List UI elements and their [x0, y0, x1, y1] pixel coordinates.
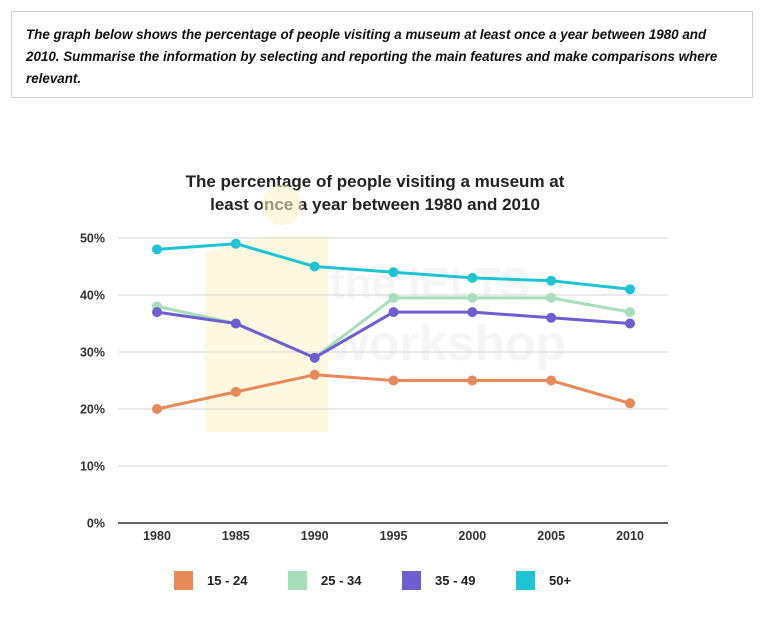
legend-swatch-35-49: [402, 570, 421, 590]
point-35-49-1990: [309, 352, 320, 363]
point-35-49-2000: [467, 307, 478, 318]
point-35-49-2010: [625, 318, 635, 329]
y-tick-label-20: 20%: [80, 403, 105, 417]
legend-swatch-15-24: [174, 570, 193, 590]
point-50-1990: [309, 261, 320, 272]
legend-item-50: 50+: [516, 568, 571, 592]
point-50-1980: [152, 244, 162, 255]
point-50-2005: [546, 275, 557, 286]
legend-label-15-24: 15 - 24: [207, 572, 248, 588]
y-tick-label-10: 10%: [80, 460, 105, 474]
x-tick-label-1990: 1990: [301, 529, 329, 543]
chart-legend: 15 - 24 25 - 34 35 - 49 50+: [0, 568, 768, 592]
x-tick-label-2005: 2005: [537, 529, 565, 543]
point-15-24-2000: [467, 375, 478, 386]
legend-label-35-49: 35 - 49: [435, 572, 476, 588]
watermark-text-line-1: the IELTS: [330, 259, 530, 308]
point-50-1995: [388, 267, 399, 278]
point-15-24-2005: [546, 375, 557, 386]
point-15-24-2010: [625, 398, 635, 409]
legend-label-25-34: 25 - 34: [321, 572, 362, 588]
point-25-34-2000: [467, 292, 478, 303]
point-35-49-2005: [546, 312, 557, 323]
watermark-logo-dot: [262, 185, 302, 225]
point-50-1985: [230, 238, 241, 249]
point-15-24-1990: [309, 369, 320, 380]
legend-item-35-49: 35 - 49: [402, 568, 475, 592]
point-35-49-1980: [152, 307, 162, 318]
legend-item-25-34: 25 - 34: [288, 568, 361, 592]
legend-label-50: 50+: [549, 572, 572, 588]
x-tick-label-1985: 1985: [222, 529, 250, 543]
point-15-24-1985: [230, 386, 241, 397]
point-25-34-2005: [546, 292, 557, 303]
legend-swatch-50: [516, 570, 535, 590]
watermark-logo-bar: [205, 236, 328, 432]
legend-swatch-25-34: [288, 570, 307, 590]
point-35-49-1985: [230, 318, 241, 329]
y-tick-label-0: 0%: [87, 517, 105, 531]
y-tick-label-40: 40%: [80, 289, 105, 303]
point-25-34-1995: [388, 292, 399, 303]
x-tick-label-2000: 2000: [458, 529, 486, 543]
y-tick-label-50: 50%: [80, 232, 105, 246]
watermark-text-line-2: workshop: [329, 315, 566, 371]
point-50-2000: [467, 272, 478, 283]
legend-item-15-24: 15 - 24: [174, 568, 247, 592]
point-15-24-1995: [388, 375, 399, 386]
watermark: the IELTS workshop: [205, 185, 566, 432]
x-tick-label-1980: 1980: [143, 529, 171, 543]
point-25-34-2010: [625, 307, 635, 318]
y-tick-label-30: 30%: [80, 346, 105, 360]
point-50-2010: [625, 284, 635, 295]
point-15-24-1980: [152, 404, 162, 414]
point-35-49-1995: [388, 307, 399, 318]
x-tick-label-2010: 2010: [616, 529, 644, 543]
task-prompt-box: The graph below shows the percentage of …: [11, 11, 753, 98]
x-tick-label-1995: 1995: [380, 529, 408, 543]
task-prompt-text: The graph below shows the percentage of …: [26, 27, 718, 86]
